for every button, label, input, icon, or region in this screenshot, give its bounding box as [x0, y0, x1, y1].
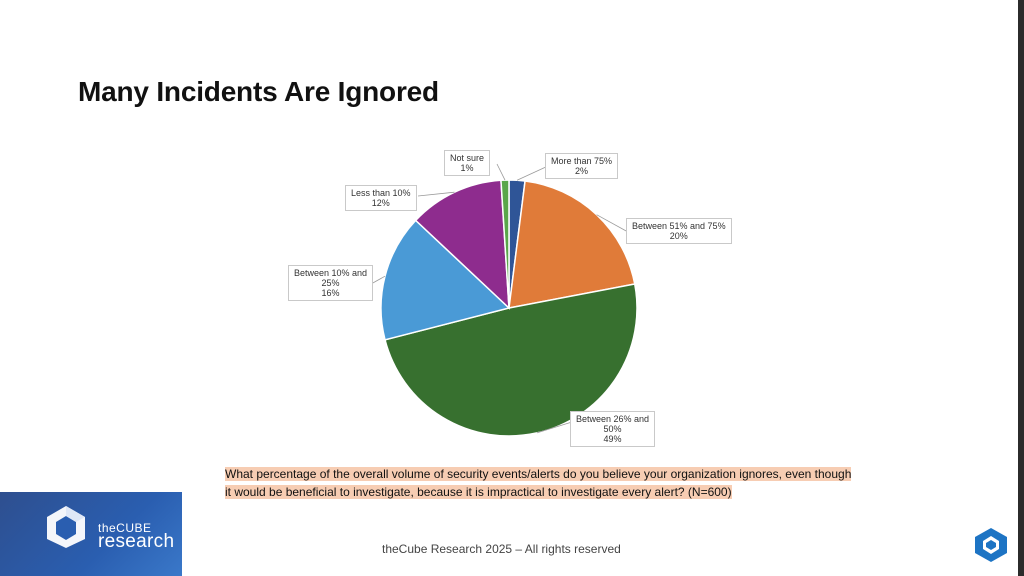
pie-label-between-10-and-25: Between 10% and 25% 16%	[288, 265, 374, 301]
pie-leader-line	[370, 275, 386, 285]
pie-label-text: 50%	[603, 424, 622, 434]
pie-label-value: 1%	[460, 163, 474, 173]
pie-slice-between-26-and-50	[384, 283, 638, 437]
pie-slice-less-than-10	[414, 179, 510, 310]
pie-leader-line	[516, 165, 549, 181]
pie-label-text: Between 51% and 75%	[632, 221, 726, 231]
pie-leader-line	[536, 421, 573, 434]
pie-label-text: Between 10% and	[294, 268, 368, 278]
pie-label-text: Not sure	[450, 153, 485, 163]
pie-label-more-than-75: More than 75% 2%	[545, 153, 619, 179]
pie-label-text: More than 75%	[551, 156, 613, 166]
pie-label-text: 25%	[321, 278, 340, 288]
pie-leader-line	[417, 191, 455, 197]
brand-line1: theCUBE	[98, 521, 152, 535]
pie-label-between-51-and-75: Between 51% and 75% 20%	[626, 218, 732, 244]
pie-label-text: Between 26% and	[576, 414, 650, 424]
pie-leader-line	[496, 163, 506, 181]
pie-label-text: Less than 10%	[351, 188, 411, 198]
pie-leader-line	[596, 214, 629, 233]
window-edge	[1018, 0, 1024, 576]
thecube-logo-icon	[47, 506, 85, 548]
survey-question: What percentage of the overall volume of…	[225, 465, 855, 501]
footer-copyright: theCube Research 2025 – All rights reser…	[382, 542, 621, 556]
pie-label-between-26-and-50: Between 26% and 50% 49%	[570, 411, 656, 447]
cube-corner-icon	[975, 528, 1007, 562]
survey-question-text: What percentage of the overall volume of…	[225, 467, 852, 499]
pie-label-value: 49%	[603, 434, 622, 444]
pie-label-less-than-10: Less than 10% 12%	[345, 185, 417, 211]
pie-label-value: 2%	[575, 166, 589, 176]
pie-label-value: 20%	[669, 231, 688, 241]
pie-label-value: 12%	[371, 198, 390, 208]
pie-label-not-sure: Not sure 1%	[444, 150, 491, 176]
slide-title: Many Incidents Are Ignored	[78, 76, 439, 107]
brand-wordmark: theCUBE research	[98, 521, 175, 552]
pie-label-value: 16%	[321, 288, 340, 298]
brand-line2: research	[98, 531, 175, 552]
pie-slice-not-sure	[500, 179, 510, 309]
brand-panel	[0, 492, 182, 576]
